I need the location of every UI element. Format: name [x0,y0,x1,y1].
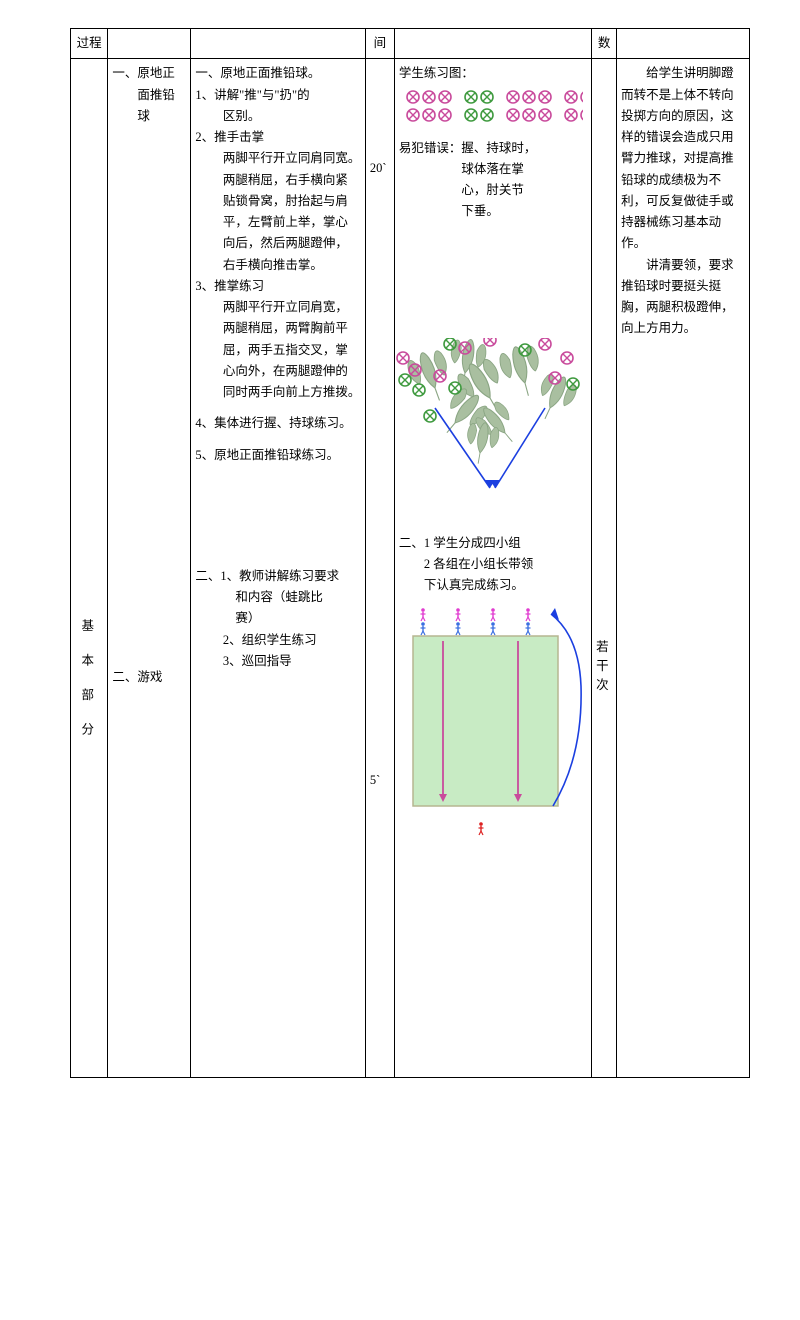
leaf-diagram [395,338,585,498]
time-1: 20` [370,63,390,179]
header-blank-1 [108,29,191,59]
header-blank-4 [617,29,750,59]
game-diagram [403,606,588,841]
content-cell: 一、原地正 一、面推铅 一、球 二、游戏 [108,59,191,1078]
count-cell: 若干次 [592,59,617,1078]
content-item-1: 一、原地正 一、面推铅 一、球 [112,63,186,127]
process-label: 基本部分 [75,63,96,1193]
header-row: 过程 间 数 [71,29,750,59]
time-2: 5` [370,770,390,791]
diagram-cell: 学生练习图： 易犯错误：握、持球时， 球体落在掌 心，肘关节 [394,59,591,1078]
header-blank-2 [191,29,365,59]
method-cell: 一、原地正面推铅球。 1、讲解"推"与"扔"的 区别。 2、推手击掌 两脚平行开… [191,59,365,1078]
body-row: 基本部分 一、原地正 一、面推铅 一、球 二、游戏 一、原地正面推铅球。 1、讲… [71,59,750,1078]
header-process: 过程 [71,29,108,59]
header-time: 间 [365,29,394,59]
lesson-plan-table: 过程 间 数 基本部分 一、原地正 一、面推铅 一、球 二、游戏 一、原地正面推… [70,28,750,1078]
note-2: 讲清要领，要求推铅球时要挺头挺胸，两腿积极蹬伸，向上方用力。 [621,255,745,340]
content-item-2: 二、游戏 [112,667,186,688]
note-cell: 给学生讲明脚蹬而转不是上体不转向投掷方向的原因，这样的错误会造成只用臂力推球，对… [617,59,750,1078]
formation-diagram [403,87,583,132]
section2-line1: 二、1 学生分成四小组 [399,533,587,554]
header-blank-3 [394,29,591,59]
header-count: 数 [592,29,617,59]
count-1: 若干次 [596,638,612,694]
method-title-1: 一、原地正面推铅球。 [195,63,360,84]
time-cell: 20` 5` [365,59,394,1078]
note-1: 给学生讲明脚蹬而转不是上体不转向投掷方向的原因，这样的错误会造成只用臂力推球，对… [621,63,745,254]
diagram-label-1: 学生练习图： [399,63,587,84]
error-line-1: 易犯错误：握、持球时， [399,138,587,159]
process-cell: 基本部分 [71,59,108,1078]
method-title-2: 二、1、教师讲解练习要求 [195,566,360,587]
